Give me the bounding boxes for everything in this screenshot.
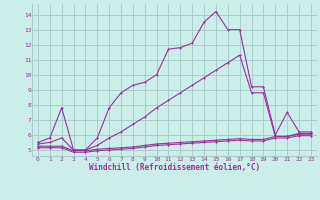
X-axis label: Windchill (Refroidissement éolien,°C): Windchill (Refroidissement éolien,°C) (89, 163, 260, 172)
